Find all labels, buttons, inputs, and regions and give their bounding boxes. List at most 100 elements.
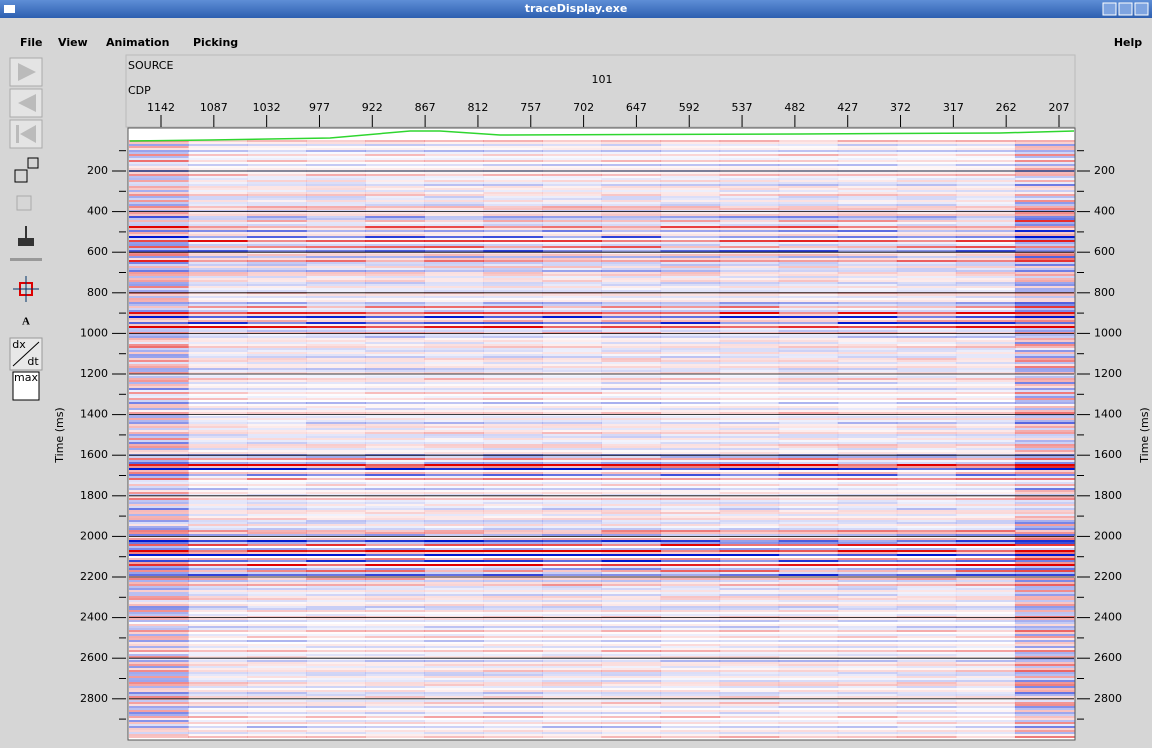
seismic-trace-band bbox=[247, 672, 307, 674]
menu-item[interactable]: Animation bbox=[106, 36, 169, 49]
minimize-button[interactable] bbox=[1103, 3, 1116, 15]
tool-button[interactable] bbox=[10, 188, 42, 218]
seismic-trace-band bbox=[838, 660, 898, 662]
seismic-trace-band bbox=[542, 338, 602, 340]
seismic-trace-band bbox=[720, 212, 780, 214]
close-button[interactable] bbox=[1135, 3, 1148, 15]
seismic-trace-band bbox=[483, 322, 543, 324]
seismic-trace-band bbox=[720, 280, 780, 282]
seismic-trace-band bbox=[602, 552, 662, 554]
seismic-trace-band bbox=[838, 402, 898, 404]
seismic-trace-band bbox=[247, 458, 307, 460]
seismic-trace-band bbox=[483, 684, 543, 686]
seismic-trace-band bbox=[1015, 302, 1075, 304]
seismic-trace-band bbox=[779, 228, 839, 230]
seismic-trace-band bbox=[1015, 192, 1075, 194]
seismic-trace-band bbox=[188, 262, 248, 264]
seismic-trace-band bbox=[779, 684, 839, 686]
seismic-trace-band bbox=[897, 174, 957, 176]
seismic-trace-band bbox=[779, 216, 839, 218]
seismic-trace-band bbox=[188, 526, 248, 528]
seismic-trace-band bbox=[1015, 566, 1075, 568]
seismic-trace-band bbox=[720, 398, 780, 400]
seismic-trace-band bbox=[306, 220, 366, 222]
seismic-trace-band bbox=[129, 710, 189, 712]
seismic-trace-band bbox=[720, 182, 780, 184]
seismic-trace-band bbox=[720, 696, 780, 698]
seismic-trace-band bbox=[720, 150, 780, 152]
seismic-trace-band bbox=[1015, 548, 1075, 550]
seismic-trace-band bbox=[247, 530, 307, 532]
seismic-trace-band bbox=[720, 412, 780, 414]
menu-item[interactable]: Help bbox=[1114, 36, 1142, 49]
seismic-trace-band bbox=[365, 634, 425, 636]
seismic-trace-band bbox=[661, 154, 721, 156]
menu-item[interactable]: File bbox=[20, 36, 43, 49]
seismic-trace-band bbox=[365, 516, 425, 518]
seismic-trace-band bbox=[424, 690, 484, 692]
seismic-trace-band bbox=[1015, 654, 1075, 656]
seismic-trace-band bbox=[188, 256, 248, 258]
seismic-trace-band bbox=[838, 254, 898, 256]
seismic-trace-band bbox=[365, 514, 425, 516]
seismic-trace-band bbox=[365, 450, 425, 452]
seismic-trace-band bbox=[779, 274, 839, 276]
seismic-trace-band bbox=[247, 204, 307, 206]
seismic-trace-band bbox=[542, 500, 602, 502]
seismic-trace-band bbox=[838, 166, 898, 168]
seismic-trace-band bbox=[306, 290, 366, 292]
seismic-trace-band bbox=[424, 336, 484, 338]
seismic-trace-band bbox=[542, 232, 602, 234]
seismic-trace-band bbox=[838, 342, 898, 344]
seismic-trace-band bbox=[483, 312, 543, 314]
maximize-button[interactable] bbox=[1119, 3, 1132, 15]
seismic-trace-band bbox=[602, 584, 662, 586]
seismic-trace-band bbox=[365, 680, 425, 682]
menu-item[interactable]: Picking bbox=[193, 36, 238, 49]
menu-item[interactable]: View bbox=[58, 36, 88, 49]
seismic-trace-band bbox=[306, 634, 366, 636]
seismic-trace-band bbox=[779, 350, 839, 352]
seismic-trace-band bbox=[602, 602, 662, 604]
seismic-trace-band bbox=[897, 160, 957, 162]
seismic-trace-band bbox=[424, 288, 484, 290]
seismic-trace-band bbox=[838, 356, 898, 358]
seismic-trace-band bbox=[838, 238, 898, 240]
seismic-trace-band bbox=[247, 226, 307, 228]
window-icon[interactable] bbox=[4, 5, 15, 13]
seismic-trace-band bbox=[424, 352, 484, 354]
x-tick-label: 1087 bbox=[200, 101, 228, 114]
seismic-trace-band bbox=[306, 724, 366, 726]
seismic-trace-band bbox=[661, 562, 721, 564]
seismic-trace-band bbox=[365, 736, 425, 738]
seismic-trace-band bbox=[483, 224, 543, 226]
seismic-trace-band bbox=[779, 574, 839, 576]
y-tick-label: 1600 bbox=[80, 448, 108, 461]
seismic-trace-band bbox=[483, 588, 543, 590]
seismic-trace-band bbox=[188, 558, 248, 560]
seismic-trace-band bbox=[424, 604, 484, 606]
seismic-trace-band bbox=[838, 224, 898, 226]
seismic-trace-band bbox=[129, 604, 189, 606]
seismic-trace-band bbox=[720, 232, 780, 234]
seismic-trace-band bbox=[720, 492, 780, 494]
seismic-trace-band bbox=[129, 384, 189, 386]
seismic-trace-band bbox=[602, 554, 662, 556]
seismic-trace-band bbox=[306, 306, 366, 308]
seismic-trace-band bbox=[1015, 690, 1075, 692]
seismic-trace-band bbox=[424, 642, 484, 644]
seismic-trace-band bbox=[306, 222, 366, 224]
seismic-trace-band bbox=[897, 490, 957, 492]
seismic-trace-band bbox=[897, 240, 957, 242]
seismic-trace-band bbox=[661, 250, 721, 252]
seismic-trace-band bbox=[247, 488, 307, 490]
seismic-trace-band bbox=[956, 532, 1016, 534]
seismic-trace-band bbox=[306, 144, 366, 146]
seismic-trace-band bbox=[897, 458, 957, 460]
seismic-trace-band bbox=[306, 390, 366, 392]
seismic-trace-band bbox=[661, 702, 721, 704]
seismic-trace-band bbox=[897, 318, 957, 320]
seismic-trace-band bbox=[542, 224, 602, 226]
seismic-trace-band bbox=[897, 670, 957, 672]
seismic-trace-band bbox=[542, 672, 602, 674]
